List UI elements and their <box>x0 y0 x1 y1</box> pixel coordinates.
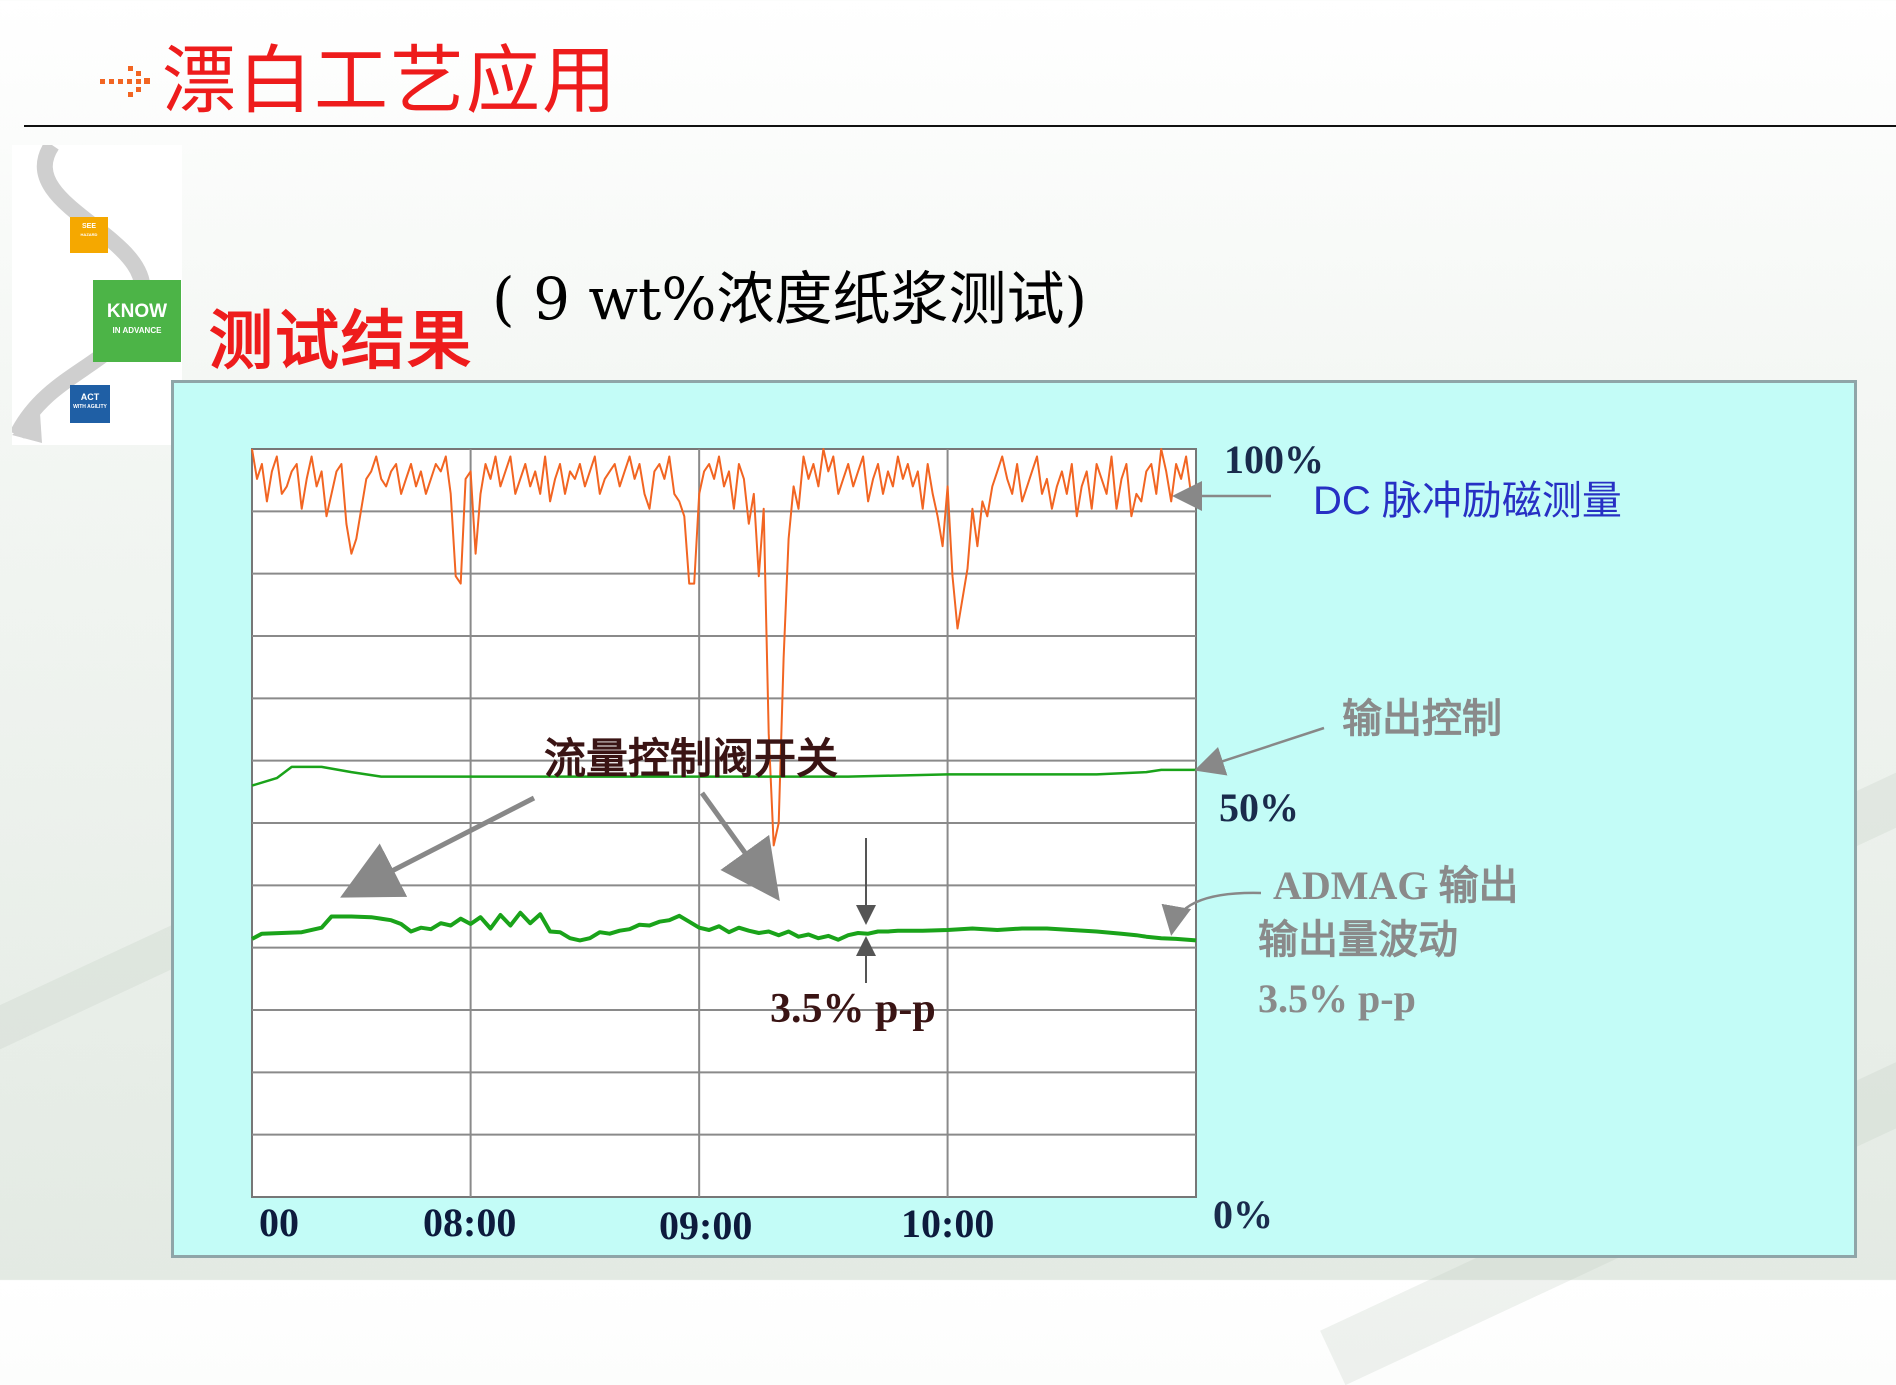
chart-panel: 100% 50% 0% 00 08:00 09:00 10:00 DC 脉冲励磁… <box>171 380 1857 1258</box>
section-label: 测试结果 <box>209 305 473 379</box>
chart-canvas <box>251 448 1325 1198</box>
logo-see-badge: SEE HAZARD <box>70 217 108 253</box>
x-tick-label: 10:00 <box>901 1201 995 1246</box>
logo-act-badge: ACT WITH AGILITY <box>70 385 110 423</box>
admag-fluct-label: 输出量波动 <box>1258 917 1458 963</box>
x-tick-label: 00 <box>259 1200 299 1245</box>
series-line-1 <box>251 765 1196 787</box>
x-tick-label: 08:00 <box>423 1200 517 1245</box>
output-series-label: 输出控制 <box>1342 696 1502 742</box>
dc-series-label: DC 脉冲励磁测量 <box>1313 479 1622 523</box>
test-condition: ( 9 wt%浓度纸浆测试) <box>492 265 1088 333</box>
admag-series-label: ADMAG 输出 <box>1273 863 1519 908</box>
series-line-0 <box>251 448 1197 847</box>
dotted-arrow-icon <box>100 66 150 97</box>
admag-pp-label: 3.5% p-p <box>1258 976 1416 1021</box>
x-tick-label: 09:00 <box>659 1203 753 1248</box>
y-tick-label: 0% <box>1213 1192 1273 1237</box>
series-line-2 <box>251 910 1197 943</box>
page-title: 漂白工艺应用 <box>162 38 618 124</box>
y-tick-label: 100% <box>1224 437 1324 482</box>
pp-label: 3.5% p-p <box>770 986 936 1032</box>
valve-arrow-left <box>340 795 536 898</box>
y-tick-label: 50% <box>1219 785 1299 830</box>
valve-arrow-right <box>699 791 780 902</box>
title-bar: 漂白工艺应用 <box>96 36 618 126</box>
logo-know-badge: KNOW IN ADVANCE <box>93 280 181 362</box>
output-arrow <box>1194 726 1325 776</box>
title-divider <box>24 125 1896 127</box>
grid-lines <box>252 449 1196 1197</box>
admag-arrow <box>1161 891 1262 936</box>
valve-label: 流量控制阀开关 <box>544 734 839 783</box>
annotation-arrows <box>340 481 1325 983</box>
series-lines <box>251 448 1197 943</box>
